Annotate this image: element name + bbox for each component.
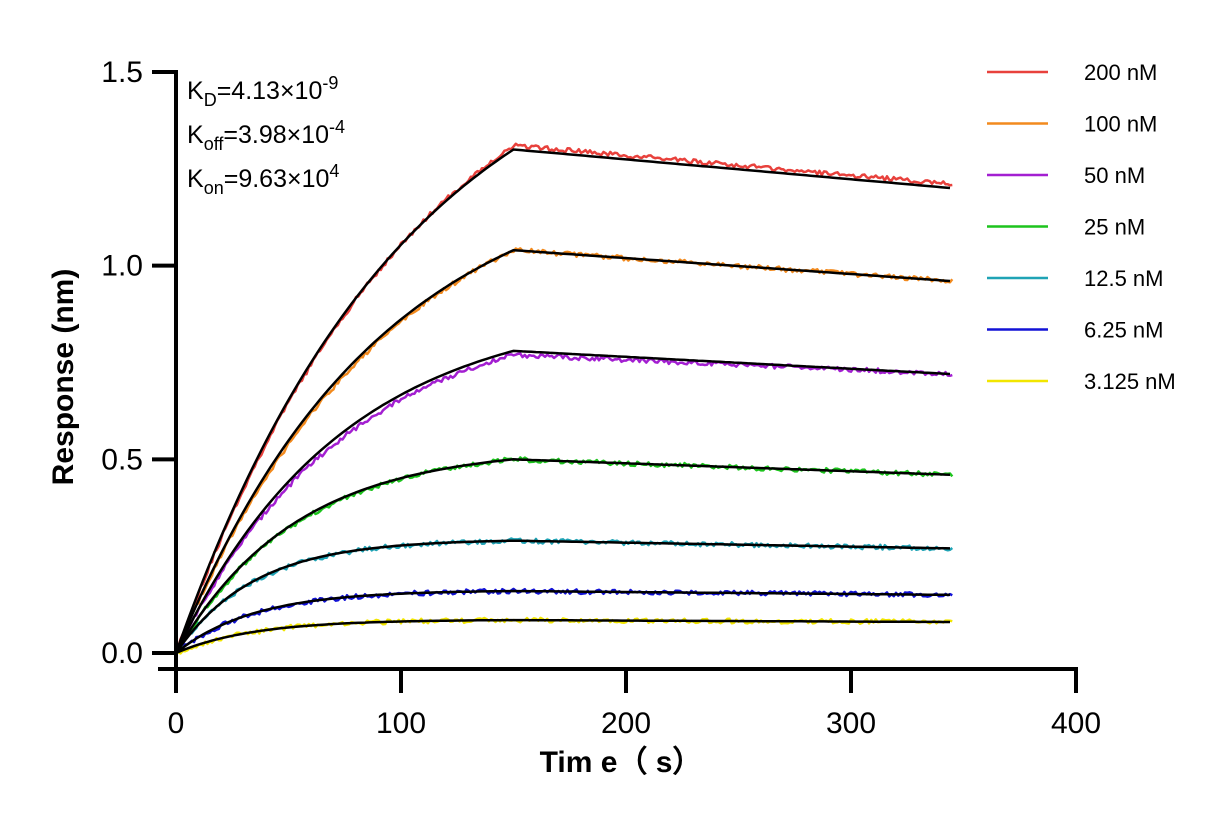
legend-label: 50 nM bbox=[1084, 163, 1145, 188]
kinetic-constant-off: Koff=3.98×10-4 bbox=[187, 117, 345, 154]
legend: 200 nM 100 nM 50 nM 25 nM 12.5 nM 6.25 nM 3.12… bbox=[987, 60, 1176, 394]
legend-label: 3.125 nM bbox=[1084, 369, 1176, 394]
x-tick-label: 100 bbox=[376, 707, 426, 740]
x-tick-label: 300 bbox=[826, 707, 876, 740]
legend-label: 6.25 nM bbox=[1084, 318, 1164, 343]
fit-curve-200-nM bbox=[174, 148, 951, 654]
x-axis-title: Tim e（ s） bbox=[540, 745, 703, 779]
x-tick-label: 0 bbox=[168, 707, 185, 740]
axes: 0.0 0.5 1.0 1.5 0 100 200 300 400 Tim e（ s） Respon… bbox=[47, 56, 1101, 779]
kinetic-constant-D: KD=4.13×10-9 bbox=[187, 73, 338, 110]
measured-trace-3.125-nM bbox=[175, 616, 953, 655]
legend-label: 12.5 nM bbox=[1084, 266, 1164, 291]
fit-curve-100-nM bbox=[174, 248, 951, 654]
y-tick-label: 0.5 bbox=[101, 443, 143, 476]
fit-curve-50-nM bbox=[174, 349, 951, 654]
kinetic-constants: KD=4.13×10-9 Koff=3.98×10-4 Kon=9.63×104 bbox=[187, 73, 345, 198]
plot-area bbox=[174, 142, 954, 655]
fit-curve-6.25-nM bbox=[175, 589, 951, 654]
measured-trace-50-nM bbox=[174, 352, 953, 654]
fit-curve-3.125-nM bbox=[175, 618, 950, 655]
measured-trace-12.5-nM bbox=[174, 537, 954, 654]
y-tick-label: 0.0 bbox=[101, 637, 143, 670]
fit-curve-12.5-nM bbox=[174, 539, 951, 654]
legend-label: 25 nM bbox=[1084, 215, 1145, 240]
x-tick-label: 200 bbox=[601, 707, 651, 740]
x-tick-label: 400 bbox=[1051, 707, 1101, 740]
legend-label: 200 nM bbox=[1084, 60, 1157, 85]
fit-curve-25-nM bbox=[174, 458, 951, 654]
measured-trace-200-nM bbox=[174, 142, 953, 654]
kinetic-constant-on: Kon=9.63×104 bbox=[187, 161, 339, 198]
legend-label: 100 nM bbox=[1084, 112, 1157, 137]
y-tick-label: 1.5 bbox=[101, 56, 143, 89]
y-axis-title: Response (nm) bbox=[47, 269, 80, 486]
y-tick-label: 1.0 bbox=[101, 250, 143, 283]
